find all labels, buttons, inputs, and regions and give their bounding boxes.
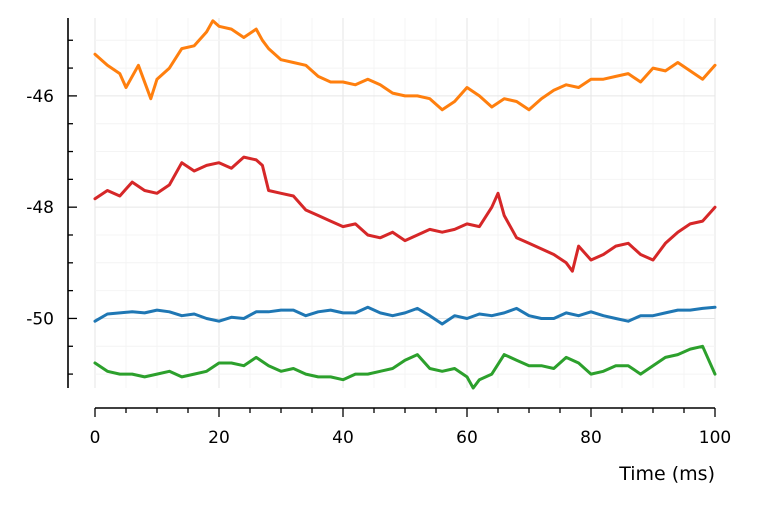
x-tick-label: 20 <box>208 428 230 448</box>
series-line-3 <box>93 305 717 326</box>
y-tick-label: -48 <box>26 198 54 218</box>
y-tick-label: -46 <box>26 87 54 107</box>
y-tick-label: -50 <box>26 309 54 329</box>
series-line-4 <box>93 344 717 390</box>
series-line-2 <box>93 155 717 273</box>
series-line-1 <box>93 19 717 112</box>
x-tick-label: 60 <box>456 428 478 448</box>
x-tick-label: 80 <box>580 428 602 448</box>
grid <box>94 18 716 388</box>
x-tick-label: 100 <box>699 428 731 448</box>
x-axis-ticks: 0 20 40 60 80 100 <box>90 408 731 448</box>
series-group <box>93 19 717 390</box>
x-axis-label: Time (ms) <box>618 463 715 485</box>
x-tick-label: 40 <box>332 428 354 448</box>
y-axis-ticks: -50 -48 -46 <box>26 39 77 375</box>
x-tick-label: 0 <box>90 428 101 448</box>
